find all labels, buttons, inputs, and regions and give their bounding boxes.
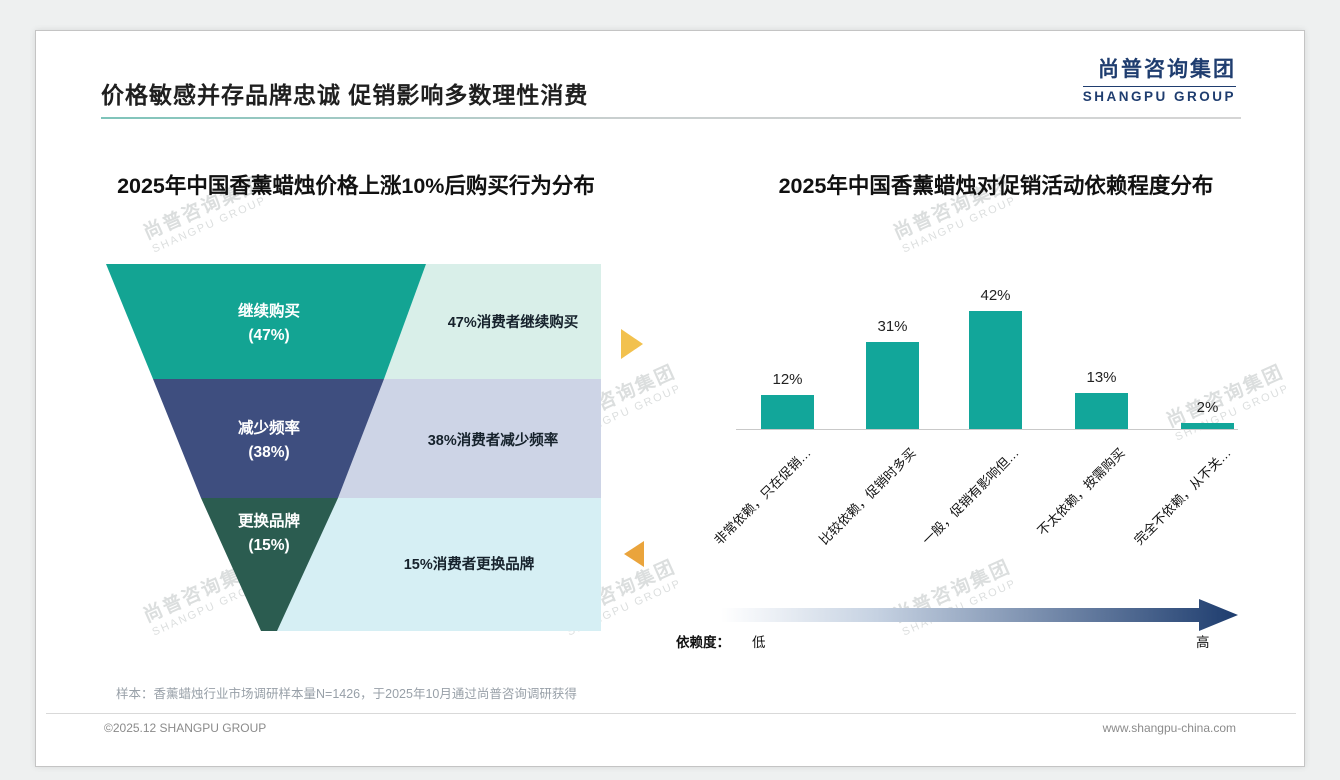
funnel-annotation-label: 15%消费者更换品牌 [404,555,535,573]
funnel-annotation-box [338,379,601,498]
funnel-segment-value: (47%) [248,327,289,344]
funnel-annotation-label: 38%消费者减少频率 [428,431,559,449]
funnel-chart-title: 2025年中国香薰蜡烛价格上涨10%后购买行为分布 [117,174,595,198]
bar-value-label: 2% [1196,399,1219,417]
dependency-low-label: 低 [752,635,766,650]
bar-3 [969,311,1022,429]
bar-2 [866,342,919,429]
funnel-segment [201,498,338,631]
bar-axis-line [736,429,1238,430]
bar-category-label: 比较依赖，促销时多买 [816,445,920,548]
bar-value-label: 13% [1086,368,1117,386]
funnel-segment [153,379,384,498]
bar-category-label: 不太依赖，按需购买 [1034,445,1129,539]
sample-note: 样本：香薰蜡烛行业市场调研样本量N=1426，于2025年10月通过尚普咨询调研… [116,687,577,701]
bar-chart: 12% 非常依赖，只在促销… 31% 比较依赖，促销时多买 42% 一般，促销有影响但… 1… [36,31,1304,766]
bar-chart-title: 2025年中国香薰蜡烛对促销活动依赖程度分布 [778,174,1214,198]
bar-category-label: 一般，促销有影响但… [919,445,1023,548]
footer-divider [46,713,1296,714]
bar-1 [761,395,814,429]
bar-value-label: 31% [877,318,908,336]
dependency-axis-caption: 依赖度： 低 [676,631,766,651]
dependency-gradient-arrow-icon [721,599,1238,631]
funnel-segment [106,264,426,379]
funnel-annotation-box [384,264,601,379]
funnel-segment-label: 继续购买 [238,301,300,320]
funnel-annotation-label: 47%消费者继续购买 [448,313,579,331]
funnel-arrow-right-icon [621,329,643,359]
dependency-label: 依赖度： [676,635,730,650]
dependency-high-label: 高 [1196,635,1210,650]
funnel-annotation-box [273,498,601,631]
bar-value-label: 42% [980,287,1011,305]
funnel-segment-value: (15%) [248,537,289,554]
funnel-segment-value: (38%) [248,444,289,461]
funnel-arrow-left-icon [624,541,644,567]
logo-en-text: SHANGPU GROUP [1082,86,1236,104]
funnel-segment-label: 更换品牌 [238,511,301,530]
footer-copyright: ©2025.12 SHANGPU GROUP [104,721,267,735]
footer-website: www.shangpu-china.com [1102,721,1236,735]
company-logo: 尚普咨询集团 SHANGPU GROUP [1082,53,1236,104]
bar-4 [1075,392,1128,429]
bar-category-label: 完全不依赖，从不关… [1131,445,1235,548]
funnel-segment-label: 减少频率 [238,418,301,437]
logo-cn-text: 尚普咨询集团 [1098,58,1236,81]
bar-value-label: 12% [772,371,803,389]
slide: 尚普咨询集团 SHANGPU GROUP 尚普咨询集团 SHANGPU GROUP 尚普… [35,30,1305,767]
bar-category-label: 非常依赖，只在促销… [711,445,815,548]
slide-title: 价格敏感并存品牌忠诚 促销影响多数理性消费 [101,82,589,108]
bar-5 [1181,423,1234,429]
title-divider [101,117,1241,119]
